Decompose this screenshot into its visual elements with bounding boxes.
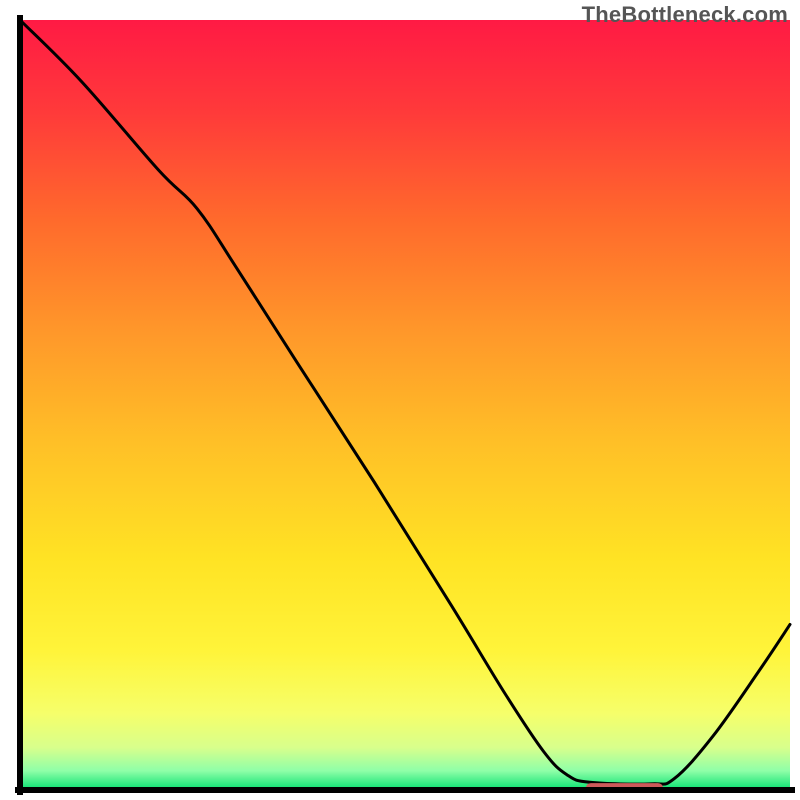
plot-background: [20, 20, 790, 790]
bottleneck-chart: TheBottleneck.com: [0, 0, 800, 800]
watermark-text: TheBottleneck.com: [582, 2, 788, 28]
chart-svg: [0, 0, 800, 800]
